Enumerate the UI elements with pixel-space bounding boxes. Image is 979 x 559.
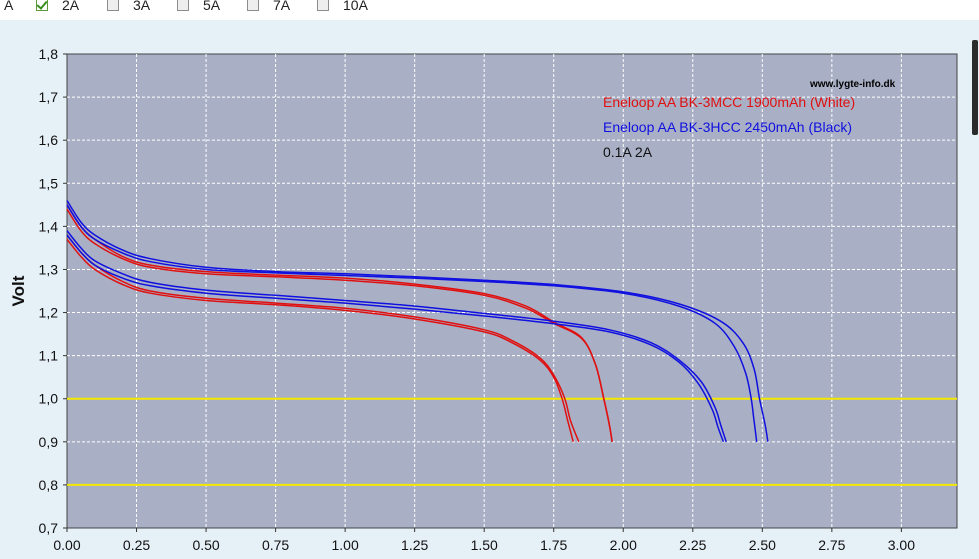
option-label: 3A xyxy=(133,0,151,13)
y-tick-label: 0,9 xyxy=(39,434,59,450)
legend-entry: Eneloop AA BK-3HCC 2450mAh (Black) xyxy=(603,119,852,135)
current-option-7a[interactable]: 7A xyxy=(247,0,290,14)
option-label: 5A xyxy=(203,0,221,13)
watermark-text: www.lygte-info.dk xyxy=(809,79,896,90)
current-selector-bar: A 2A 3A 5A 7A 10A xyxy=(0,0,979,20)
x-tick-label: 1.25 xyxy=(401,537,428,553)
series-line xyxy=(66,234,725,443)
y-tick-label: 0,8 xyxy=(39,477,59,493)
y-tick-label: 1,2 xyxy=(39,305,59,321)
x-tick-label: 2.25 xyxy=(679,537,706,553)
x-tick-label: 0.25 xyxy=(123,537,150,553)
legend-entry: Eneloop AA BK-3MCC 1900mAh (White) xyxy=(603,94,855,110)
x-tick-label: 2.75 xyxy=(818,537,845,553)
x-tick-label: 1.00 xyxy=(332,537,359,553)
current-option-2a[interactable]: 2A xyxy=(36,0,79,14)
series-line xyxy=(66,204,613,442)
series-line xyxy=(66,200,769,442)
y-tick-label: 1,7 xyxy=(39,89,59,105)
x-tick-label: 0.75 xyxy=(262,537,289,553)
y-tick-label: 1,6 xyxy=(39,132,59,148)
checkbox-icon[interactable] xyxy=(317,0,329,11)
x-tick-label: 0.00 xyxy=(53,537,80,553)
checkbox-icon[interactable] xyxy=(107,0,119,11)
option-label: 2A xyxy=(62,0,80,13)
current-option-10a[interactable]: 10A xyxy=(317,0,368,14)
checkbox-icon[interactable] xyxy=(177,0,189,11)
y-tick-label: 1,1 xyxy=(39,348,59,364)
x-tick-label: 1.75 xyxy=(540,537,567,553)
checkbox-checked-icon[interactable] xyxy=(36,0,48,11)
y-tick-label: 1,0 xyxy=(39,391,59,407)
series-line xyxy=(66,230,727,443)
x-tick-label: 2.00 xyxy=(610,537,637,553)
discharge-chart: 0.00 0.25 0.50 0.75 1.00 1.25 1.50 1.75 2.00 2.25… xyxy=(9,40,978,553)
y-axis-label: Volt xyxy=(9,275,28,306)
y-tick-label: 1,5 xyxy=(39,175,59,191)
legend-entry: 0.1A 2A xyxy=(603,144,653,160)
option-label: A xyxy=(4,0,14,13)
y-tick-label: 1,8 xyxy=(39,46,59,62)
checkbox-icon[interactable] xyxy=(247,0,259,11)
y-tick-label: 0,7 xyxy=(39,520,59,536)
chart-panel: 0.00 0.25 0.50 0.75 1.00 1.25 1.50 1.75 2.00 2.25… xyxy=(0,40,979,554)
current-option-3a[interactable]: 3A xyxy=(107,0,150,14)
series-line xyxy=(66,204,758,442)
y-tick-label: 1,4 xyxy=(39,218,59,234)
x-tick-label: 3.00 xyxy=(888,537,915,553)
current-option-a: A xyxy=(4,0,13,14)
series-line xyxy=(66,234,580,443)
option-label: 7A xyxy=(273,0,291,13)
y-tick-label: 1,3 xyxy=(39,261,59,277)
option-label: 10A xyxy=(343,0,368,13)
x-tick-label: 2.50 xyxy=(749,537,776,553)
current-option-5a[interactable]: 5A xyxy=(177,0,220,14)
series-line xyxy=(66,238,574,442)
scrollbar-thumb xyxy=(972,40,978,135)
x-tick-label: 1.50 xyxy=(471,537,498,553)
x-tick-label: 0.50 xyxy=(192,537,219,553)
